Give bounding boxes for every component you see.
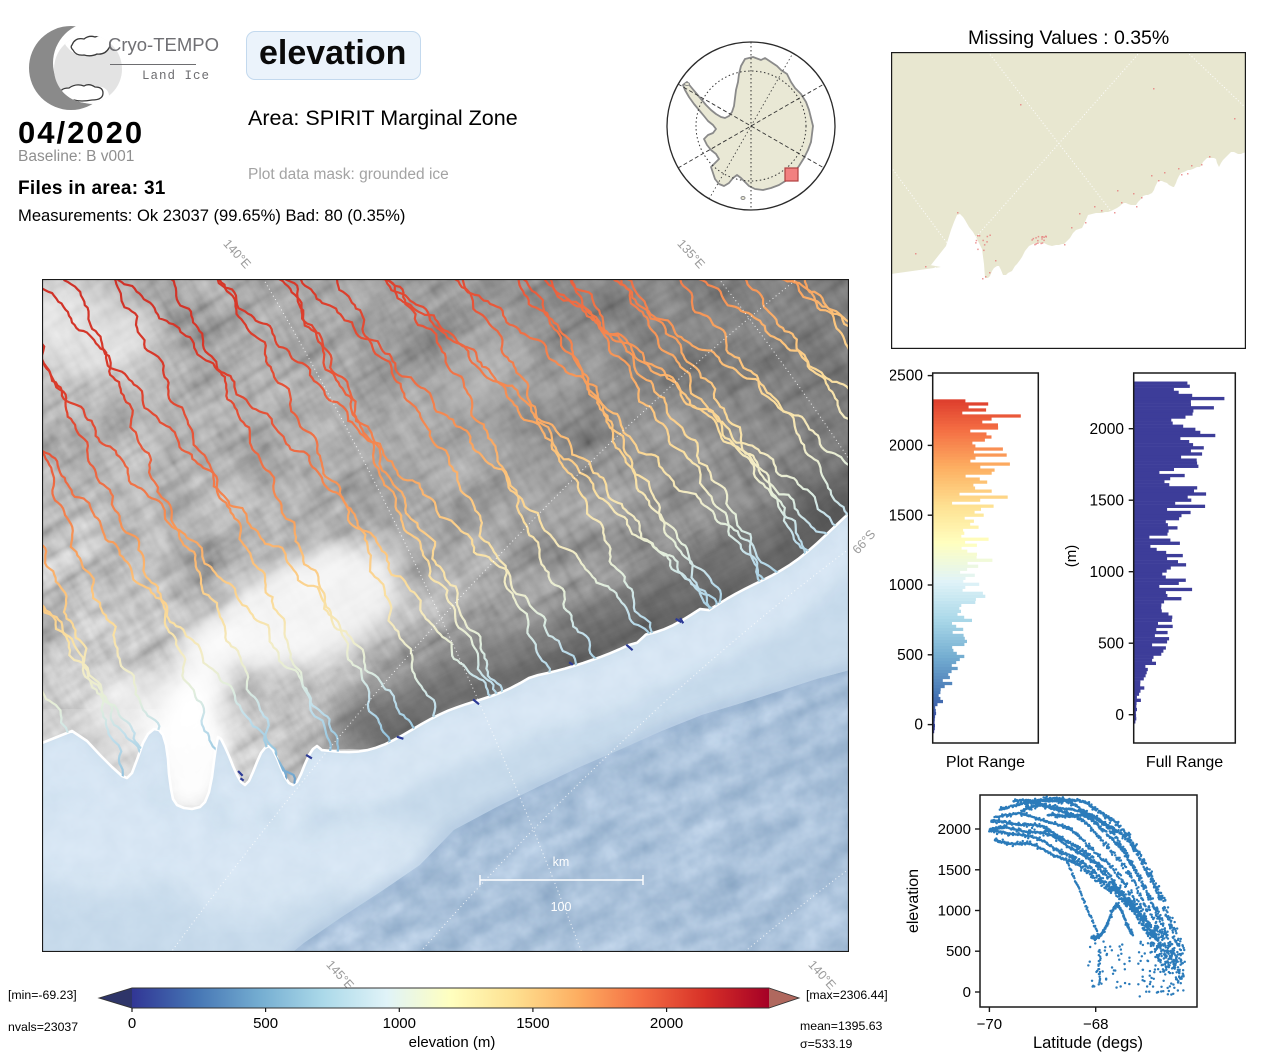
svg-text:500: 500 <box>253 1015 278 1032</box>
svg-text:−68: −68 <box>1083 1016 1108 1033</box>
svg-text:1500: 1500 <box>938 862 971 879</box>
svg-text:km: km <box>553 855 570 869</box>
svg-text:1500: 1500 <box>516 1015 549 1032</box>
svg-text:0: 0 <box>914 717 923 734</box>
svg-text:500: 500 <box>1098 635 1124 652</box>
svg-text:elevation: elevation <box>905 869 922 933</box>
svg-text:0: 0 <box>963 984 971 1001</box>
svg-text:Plot Range: Plot Range <box>946 754 1025 771</box>
svg-text:500: 500 <box>897 647 923 664</box>
svg-text:Full Range: Full Range <box>1146 754 1223 771</box>
svg-text:2500: 2500 <box>890 368 923 385</box>
svg-text:500: 500 <box>946 943 971 960</box>
svg-text:1000: 1000 <box>1090 564 1125 581</box>
svg-text:Latitude (degs): Latitude (degs) <box>1033 1034 1143 1052</box>
svg-text:0: 0 <box>128 1015 136 1032</box>
svg-text:2000: 2000 <box>1090 421 1125 438</box>
svg-text:1000: 1000 <box>890 577 923 594</box>
svg-text:0: 0 <box>1115 707 1124 724</box>
svg-text:1500: 1500 <box>1090 492 1125 509</box>
svg-text:elevation (m): elevation (m) <box>409 1034 496 1050</box>
svg-text:−70: −70 <box>977 1016 1002 1033</box>
svg-text:2000: 2000 <box>650 1015 683 1032</box>
svg-text:1500: 1500 <box>890 507 923 524</box>
svg-text:2000: 2000 <box>938 821 971 838</box>
svg-text:1000: 1000 <box>938 902 971 919</box>
svg-text:1000: 1000 <box>383 1015 416 1032</box>
svg-text:2000: 2000 <box>890 437 923 454</box>
svg-text:100: 100 <box>551 900 572 914</box>
svg-text:(m): (m) <box>1063 545 1080 568</box>
